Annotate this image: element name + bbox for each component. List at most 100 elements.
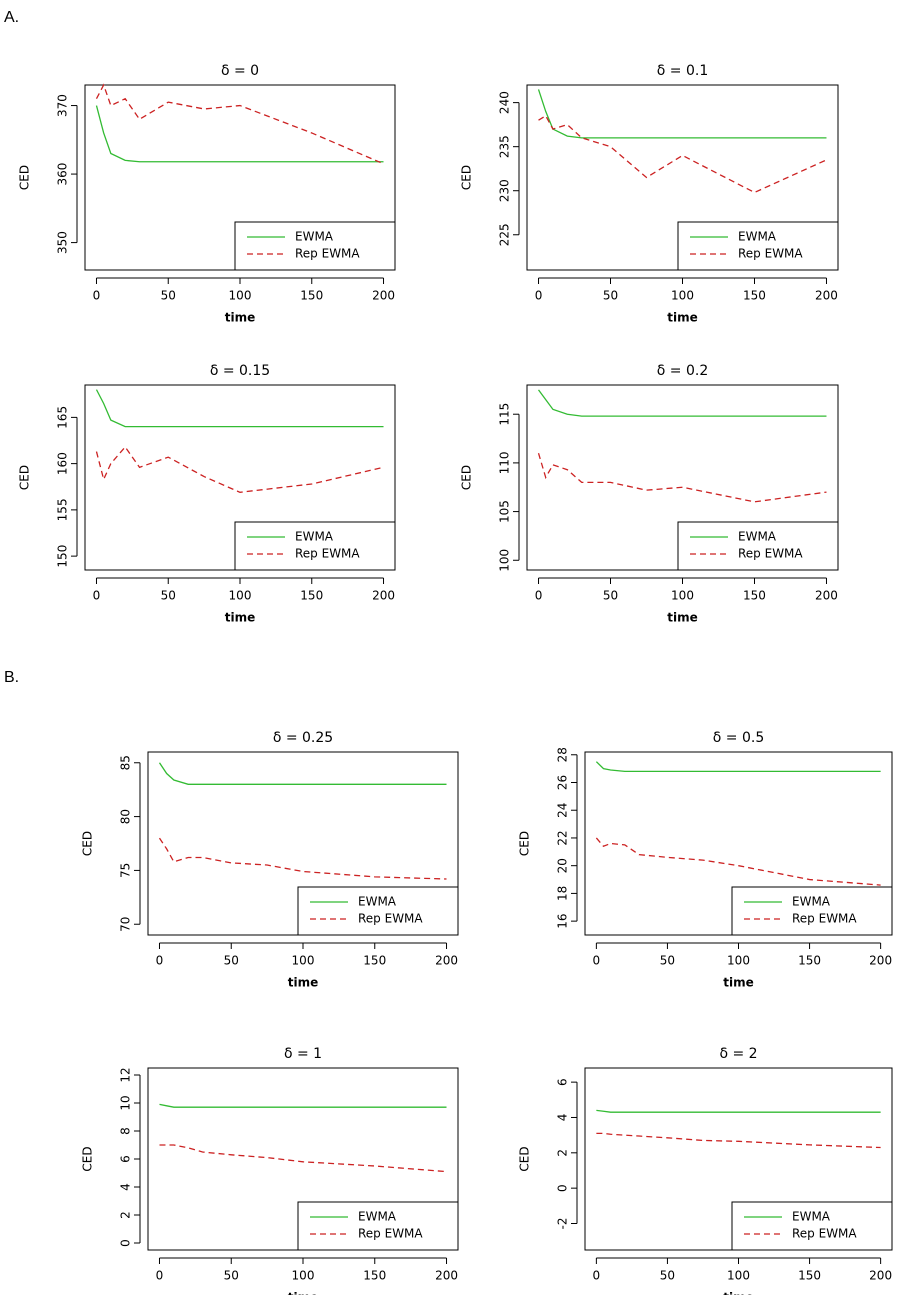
x-tick-label: 150	[798, 954, 821, 968]
y-axis-label: CED	[460, 165, 474, 190]
x-axis-label: time	[225, 611, 256, 625]
chart: δ = 0.5 time CED 0 50 100 150 200 16 18 20 22 24 26 28…	[518, 730, 893, 990]
legend-label: Rep EWMA	[792, 1227, 857, 1241]
legend-label: EWMA	[792, 895, 831, 909]
x-tick-label: 150	[743, 289, 766, 303]
legend-label: Rep EWMA	[295, 247, 360, 261]
x-tick-label: 0	[535, 289, 543, 303]
y-axis-label: CED	[518, 1146, 532, 1171]
series-line	[596, 1109, 881, 1113]
legend-label: EWMA	[738, 230, 777, 244]
y-tick-label: 115	[498, 403, 512, 426]
x-axis-label: time	[723, 976, 754, 990]
legend-label: EWMA	[358, 895, 397, 909]
y-tick-label: 4	[119, 1183, 133, 1191]
series-line	[596, 1132, 881, 1149]
legend-label: Rep EWMA	[738, 547, 803, 561]
legend-box	[677, 521, 839, 571]
series-line	[595, 837, 881, 886]
y-tick-label: 22	[556, 830, 570, 845]
x-tick-label: 100	[292, 1269, 315, 1283]
y-tick-label: 12	[119, 1067, 133, 1082]
y-tick-label: 100	[498, 549, 512, 572]
x-tick-label: 150	[300, 589, 323, 603]
x-tick-label: 0	[93, 589, 101, 603]
y-tick-label: 110	[498, 451, 512, 474]
x-tick-label: 0	[156, 954, 164, 968]
x-tick-label: 200	[372, 589, 395, 603]
y-tick-label: 150	[56, 545, 70, 568]
x-tick-label: 50	[660, 954, 675, 968]
y-tick-label: 18	[556, 886, 570, 901]
y-tick-label: 26	[556, 775, 570, 790]
legend-label: Rep EWMA	[738, 247, 803, 261]
series-line	[595, 761, 881, 773]
legend-label: Rep EWMA	[792, 912, 857, 926]
y-axis-label: CED	[518, 831, 532, 856]
x-axis-label: time	[667, 311, 698, 325]
legend-box	[677, 221, 839, 271]
y-tick-label: 360	[56, 163, 70, 186]
legend-box	[297, 886, 459, 936]
y-tick-label: 10	[119, 1095, 133, 1110]
y-tick-label: 370	[56, 94, 70, 117]
y-tick-label: 240	[498, 91, 512, 114]
x-tick-label: 200	[815, 289, 838, 303]
series-line	[159, 1103, 447, 1108]
y-axis-label: CED	[18, 465, 32, 490]
legend-box	[731, 886, 893, 936]
x-tick-label: 100	[229, 589, 252, 603]
panel-label: B.	[4, 669, 19, 686]
y-tick-label: 24	[556, 803, 570, 818]
y-axis-label: CED	[460, 465, 474, 490]
chart: δ = 0.1 time CED 0 50 100 150 200 225 230 235 240 EW…	[460, 63, 839, 325]
series-line	[538, 114, 827, 194]
chart: δ = 0.15 time CED 0 50 100 150 200 150 155 160 165 E…	[18, 363, 396, 625]
chart-title: δ = 0.25	[273, 730, 333, 746]
y-tick-label: 75	[119, 863, 133, 878]
x-tick-label: 150	[743, 589, 766, 603]
y-tick-label: 105	[498, 500, 512, 523]
x-tick-label: 50	[660, 1269, 675, 1283]
x-tick-label: 200	[815, 589, 838, 603]
y-tick-label: 2	[556, 1149, 570, 1157]
x-tick-label: 0	[593, 1269, 601, 1283]
legend-label: EWMA	[295, 530, 334, 544]
chart-title: δ = 1	[284, 1046, 322, 1062]
x-tick-label: 200	[435, 1269, 458, 1283]
series-line	[537, 389, 827, 417]
x-tick-label: 200	[372, 289, 395, 303]
chart-title: δ = 0.15	[210, 363, 270, 379]
y-tick-label: 235	[498, 135, 512, 158]
legend-box	[234, 521, 396, 571]
x-tick-label: 100	[671, 289, 694, 303]
x-tick-label: 150	[300, 289, 323, 303]
chart: δ = 2 time CED 0 50 100 150 200 -2 0 2 4 6 EWMA Rep EW…	[518, 1046, 893, 1295]
series-line	[158, 762, 447, 785]
chart-title: δ = 2	[719, 1046, 757, 1062]
legend-box	[731, 1201, 893, 1251]
x-tick-label: 200	[869, 954, 892, 968]
y-tick-label: -2	[556, 1218, 570, 1230]
legend-label: EWMA	[295, 230, 334, 244]
y-tick-label: 4	[556, 1114, 570, 1122]
x-tick-label: 50	[161, 289, 176, 303]
series-line	[95, 389, 384, 428]
y-tick-label: 6	[119, 1155, 133, 1163]
legend-label: EWMA	[738, 530, 777, 544]
y-tick-label: 2	[119, 1211, 133, 1219]
y-tick-label: 230	[498, 179, 512, 202]
y-tick-label: 155	[56, 498, 70, 521]
legend-label: EWMA	[792, 1210, 831, 1224]
y-tick-label: 16	[556, 913, 570, 928]
x-axis-label: time	[288, 976, 319, 990]
series-line	[537, 452, 827, 503]
x-axis-label: time	[723, 1291, 754, 1295]
chart-title: δ = 0.2	[657, 363, 708, 379]
x-tick-label: 100	[292, 954, 315, 968]
series-line	[95, 105, 384, 163]
legend-box	[234, 221, 396, 271]
x-tick-label: 0	[156, 1269, 164, 1283]
series-line	[95, 445, 384, 493]
